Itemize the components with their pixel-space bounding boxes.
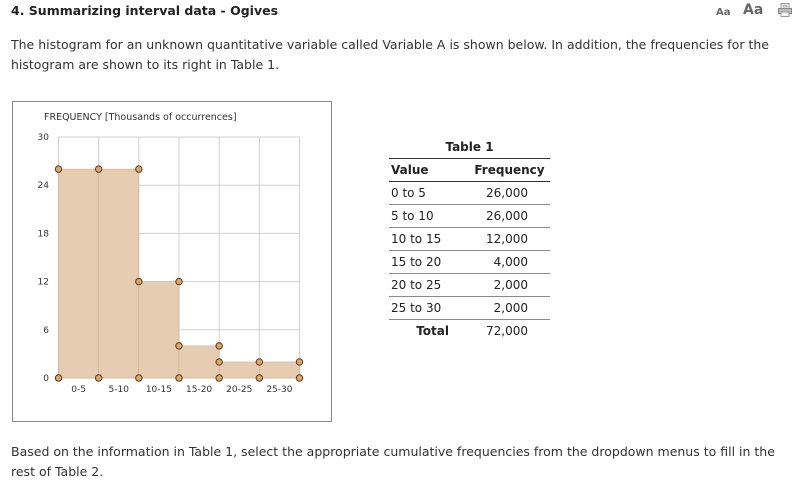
data-point-marker bbox=[295, 374, 304, 382]
row-value: 20 to 25 bbox=[391, 278, 442, 292]
row-value: 5 to 10 bbox=[391, 209, 434, 223]
print-icon[interactable] bbox=[778, 2, 792, 17]
row-frequency: 2,000 bbox=[493, 278, 528, 292]
table-row: 10 to 15 12,000 bbox=[389, 228, 550, 251]
x-tick-label: 5-10 bbox=[109, 385, 130, 395]
intro-text: The histogram for an unknown quantitativ… bbox=[11, 37, 769, 72]
data-point-marker bbox=[255, 374, 264, 382]
data-point-marker bbox=[175, 277, 183, 286]
table-row: 20 to 25 2,000 bbox=[389, 274, 550, 297]
data-point-marker bbox=[295, 358, 304, 366]
frequency-table: Table 1 Value Frequency 0 to 5 26,000 5 … bbox=[389, 137, 550, 342]
table-row: 0 to 5 26,000 bbox=[389, 182, 550, 205]
table-caption: Table 1 bbox=[445, 140, 494, 154]
data-point-marker bbox=[175, 342, 183, 350]
y-tick-label: 30 bbox=[38, 133, 50, 143]
total-label: Total bbox=[416, 324, 449, 338]
table-header: Value Frequency bbox=[389, 158, 550, 182]
histogram-bar bbox=[259, 361, 300, 379]
table-row: 25 to 30 2,000 bbox=[389, 297, 550, 320]
data-point-marker bbox=[255, 358, 264, 366]
total-value: 72,000 bbox=[486, 324, 528, 338]
table-total-row: Total 72,000 bbox=[389, 320, 550, 342]
y-tick-label: 18 bbox=[38, 229, 50, 239]
data-point-marker bbox=[175, 374, 183, 382]
histogram-bar bbox=[58, 168, 99, 379]
table-row: 15 to 20 4,000 bbox=[389, 251, 550, 274]
row-frequency: 2,000 bbox=[493, 301, 528, 315]
header-frequency: Frequency bbox=[474, 163, 545, 177]
y-axis-label: FREQUENCY [Thousands of occurrences] bbox=[44, 112, 237, 123]
x-tick-label: 0-5 bbox=[71, 385, 86, 395]
data-point-marker bbox=[54, 165, 63, 173]
data-point-marker bbox=[215, 358, 223, 366]
data-point-marker bbox=[94, 165, 103, 173]
row-frequency: 4,000 bbox=[493, 255, 528, 269]
histogram-bar bbox=[178, 345, 220, 379]
x-tick-label: 15-20 bbox=[186, 385, 212, 395]
data-point-marker bbox=[135, 374, 143, 382]
instruction-text: Based on the information in Table 1, sel… bbox=[11, 444, 775, 479]
row-frequency: 12,000 bbox=[486, 232, 528, 246]
x-tick-label: 25-30 bbox=[266, 385, 292, 395]
font-size-large-button[interactable]: Aa bbox=[743, 2, 764, 18]
row-value: 25 to 30 bbox=[391, 301, 442, 315]
x-tick-label: 10-15 bbox=[146, 385, 172, 395]
table-row: 5 to 10 26,000 bbox=[389, 205, 550, 228]
row-frequency: 26,000 bbox=[486, 186, 528, 200]
data-point-marker bbox=[215, 342, 223, 350]
data-point-marker bbox=[94, 374, 103, 382]
row-value: 0 to 5 bbox=[391, 186, 426, 200]
histogram-chart: FREQUENCY [Thousands of occurrences] 0 6 1… bbox=[12, 101, 332, 422]
data-point-marker bbox=[54, 374, 63, 382]
row-value: 15 to 20 bbox=[391, 255, 442, 269]
histogram-bar bbox=[98, 168, 140, 379]
row-frequency: 26,000 bbox=[486, 209, 528, 223]
y-tick-label: 24 bbox=[38, 181, 50, 191]
question-title: 4. Summarizing interval data - Ogives bbox=[11, 3, 279, 18]
font-size-small-button[interactable]: Aa bbox=[716, 7, 731, 18]
histogram-bar bbox=[138, 281, 180, 379]
header-value: Value bbox=[391, 163, 429, 177]
row-value: 10 to 15 bbox=[391, 232, 442, 246]
data-point-marker bbox=[215, 374, 223, 382]
histogram-bar bbox=[218, 361, 260, 379]
data-point-marker bbox=[135, 277, 143, 286]
y-tick-label: 6 bbox=[43, 326, 49, 336]
y-tick-label: 0 bbox=[43, 374, 49, 384]
x-tick-label: 20-25 bbox=[226, 385, 252, 395]
data-point-marker bbox=[135, 165, 143, 173]
y-tick-label: 12 bbox=[38, 278, 49, 288]
histogram-svg: FREQUENCY [Thousands of occurrences] 0 6 1… bbox=[38, 112, 304, 395]
